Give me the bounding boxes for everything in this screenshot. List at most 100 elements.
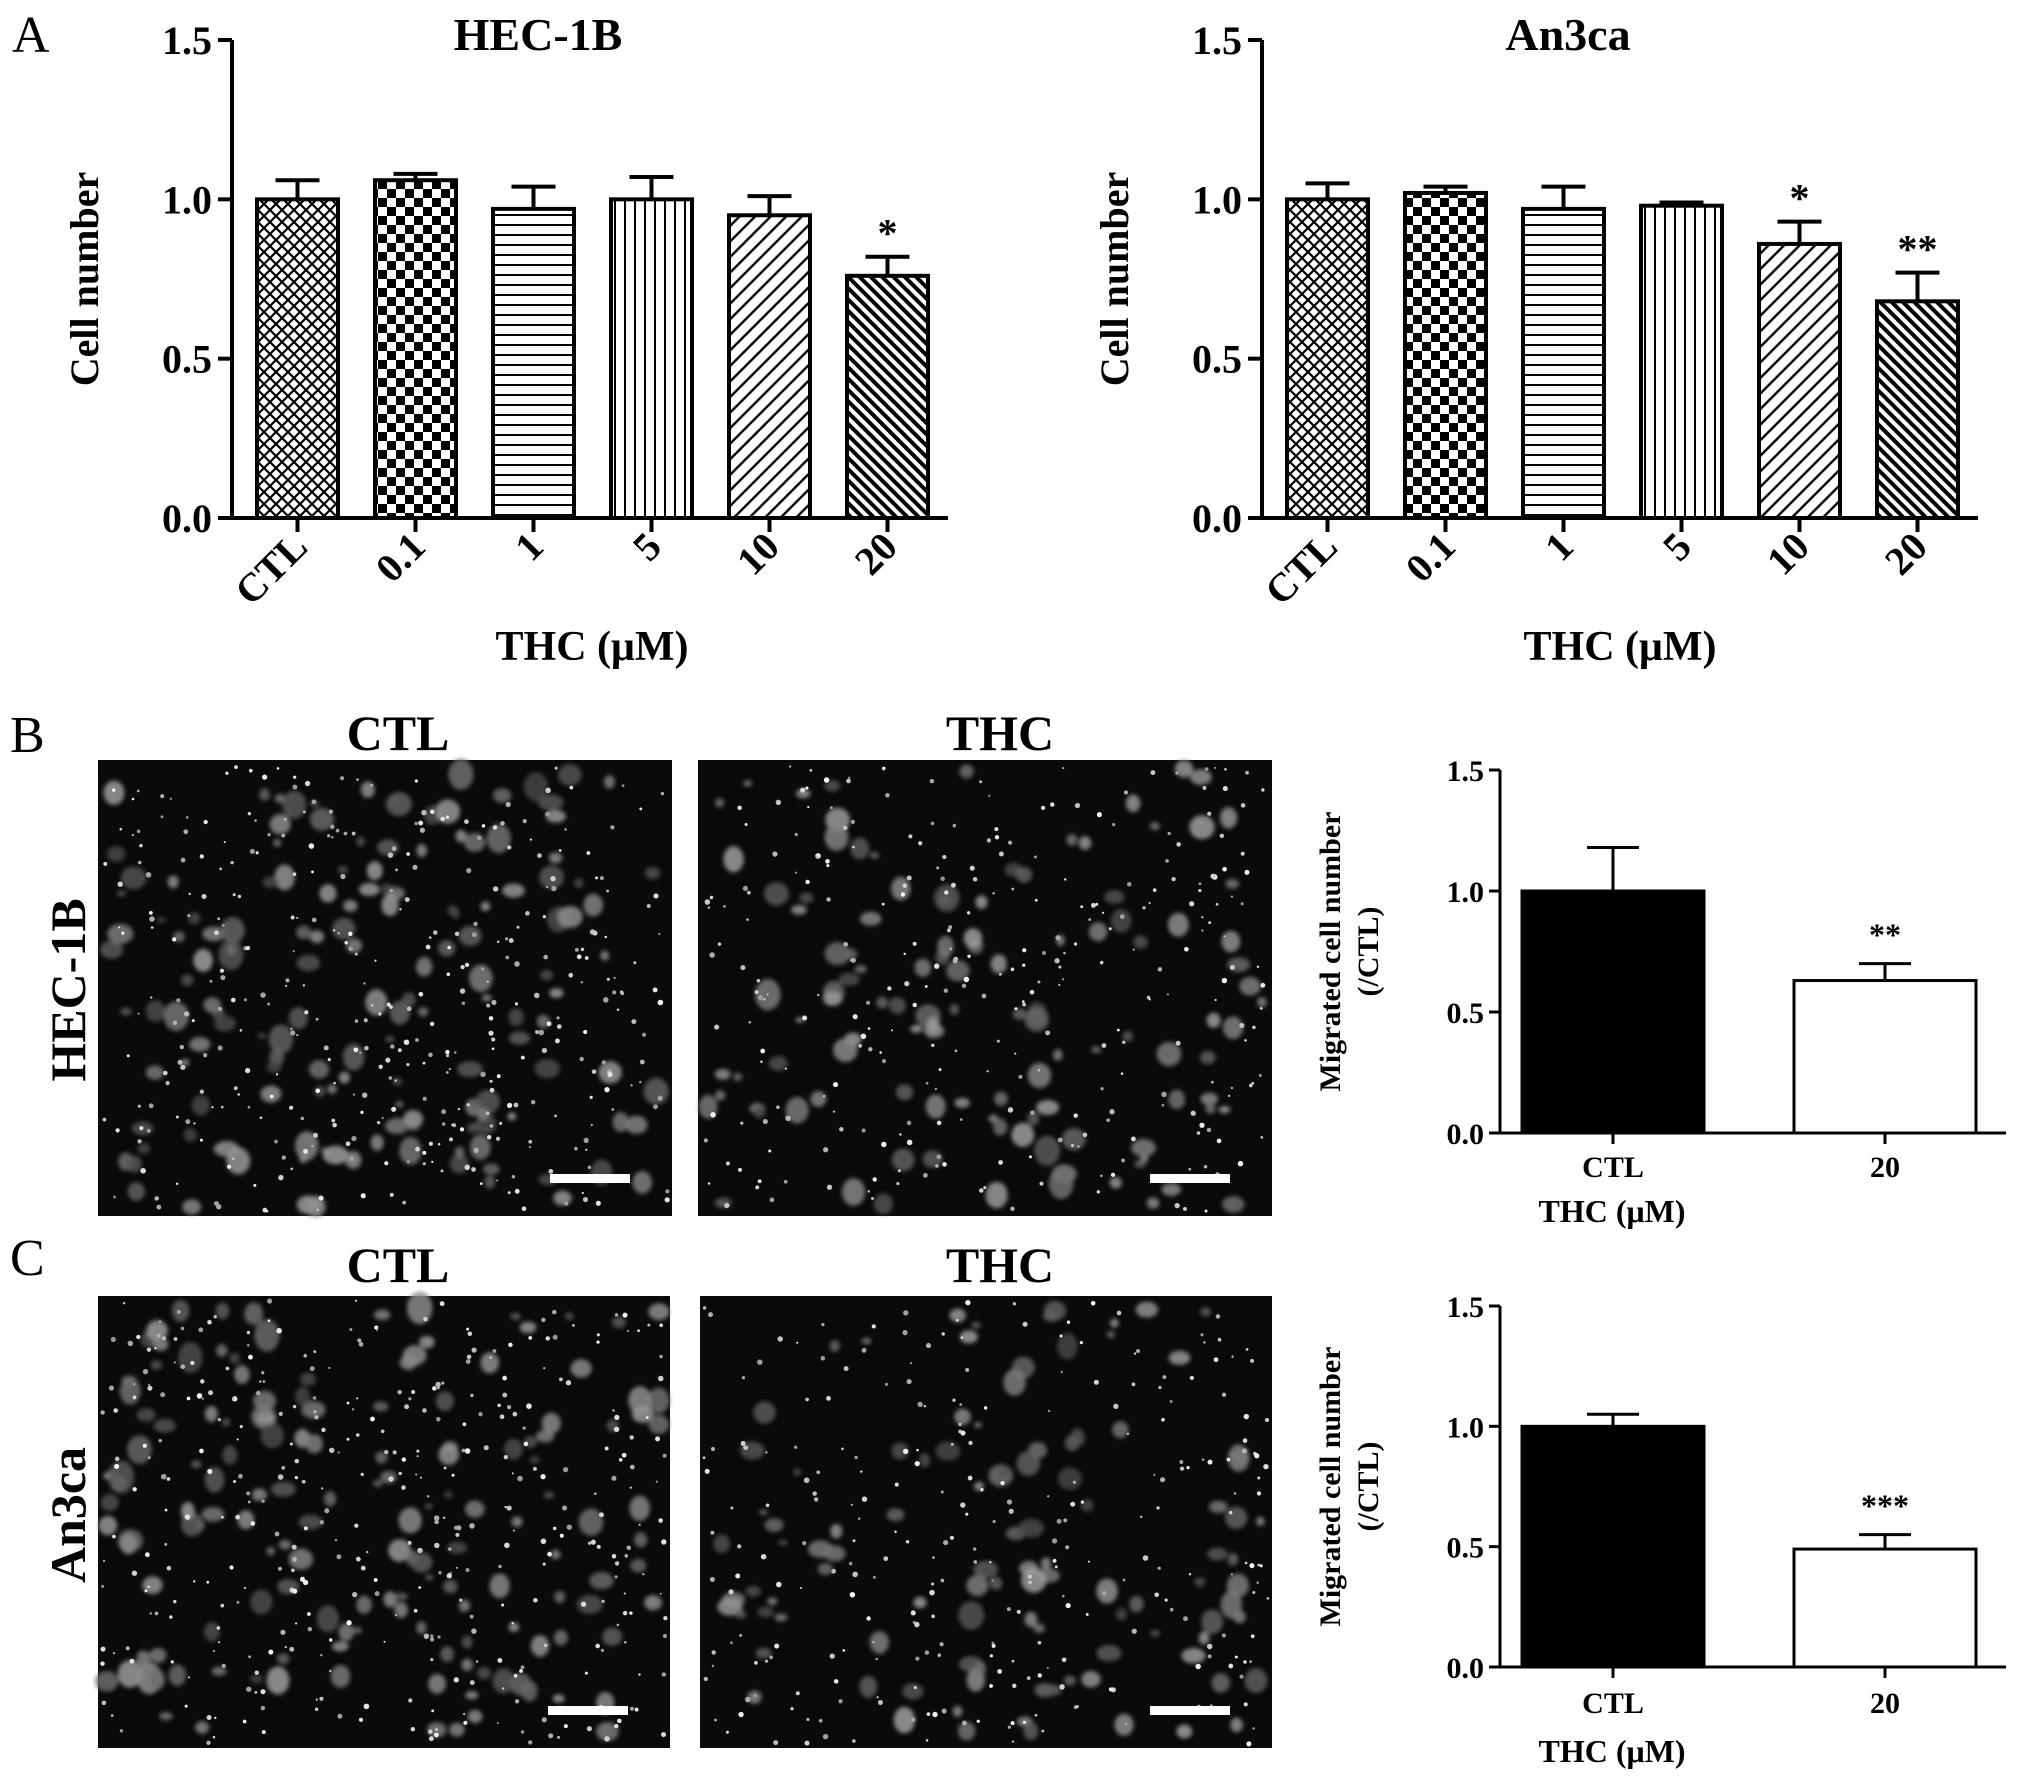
- cell-cluster: [634, 1532, 648, 1548]
- cell-dot: [522, 1426, 526, 1430]
- cell-dot: [360, 1193, 366, 1199]
- cell-cluster: [949, 1308, 966, 1323]
- cell-dot: [1161, 1417, 1165, 1422]
- cell-cluster: [767, 1597, 778, 1606]
- cell-dot: [442, 1516, 446, 1520]
- cell-cluster: [511, 1516, 523, 1528]
- cell-dot: [1195, 1663, 1201, 1670]
- cell-dot: [384, 1161, 389, 1166]
- cell-dot: [331, 1118, 336, 1123]
- cell-cluster: [1015, 866, 1033, 883]
- cell-cluster: [1256, 1516, 1265, 1526]
- cell-dot: [620, 991, 625, 996]
- cell-dot: [500, 821, 505, 826]
- cell-dot: [965, 1299, 971, 1306]
- cell-dot: [621, 1452, 627, 1458]
- cell-dot: [1142, 1555, 1149, 1561]
- cell-cluster: [274, 864, 295, 891]
- cell-cluster: [435, 799, 461, 824]
- cell-dot: [562, 1466, 569, 1473]
- cell-dot: [555, 1038, 560, 1044]
- cell-dot: [1011, 1740, 1015, 1743]
- cell-dot: [979, 1188, 984, 1193]
- cell-dot: [992, 1519, 996, 1524]
- cell-dot: [1028, 1580, 1032, 1585]
- cell-cluster: [935, 1441, 961, 1461]
- cell-cluster: [266, 1666, 290, 1695]
- significance-marker: **: [1869, 917, 1901, 953]
- cell-dot: [179, 1044, 185, 1050]
- cell-cluster-layer: [99, 758, 669, 1218]
- cell-cluster: [222, 1445, 238, 1465]
- cell-cluster: [824, 942, 851, 966]
- cell-dot: [332, 1122, 337, 1128]
- cell-dot: [1222, 1392, 1227, 1397]
- cell-dot: [542, 915, 546, 919]
- cell-dot: [937, 1653, 941, 1657]
- cell-dot: [1011, 1659, 1015, 1663]
- cell-cluster: [971, 1321, 981, 1329]
- cell-cluster: [338, 1622, 354, 1642]
- cell-dot: [998, 1160, 1003, 1165]
- cell-dot: [1109, 1109, 1115, 1115]
- cell-dot: [887, 986, 892, 991]
- cell-dot: [147, 1383, 151, 1386]
- cell-dot: [278, 1566, 282, 1571]
- cell-dot: [1063, 951, 1066, 955]
- cell-dot: [471, 1167, 476, 1172]
- cell-dot: [936, 1154, 942, 1160]
- cell-dot: [703, 1676, 708, 1682]
- cell-dot: [199, 1089, 205, 1094]
- cell-dot: [614, 1575, 618, 1579]
- cell-dot: [908, 834, 913, 839]
- cell-dot: [356, 1433, 360, 1437]
- cell-dot: [969, 865, 975, 871]
- cell-cluster: [1078, 836, 1092, 850]
- cell-dot: [979, 780, 983, 784]
- cell-cluster: [902, 1683, 924, 1700]
- cell-dot: [137, 860, 142, 865]
- cell-dot: [1101, 1043, 1107, 1048]
- cell-dot: [403, 1039, 410, 1045]
- cell-cluster: [486, 823, 511, 854]
- cell-dot: [302, 1579, 309, 1586]
- cell-dot: [357, 1338, 362, 1343]
- cell-dot: [121, 931, 125, 935]
- cell-dot: [146, 1128, 151, 1133]
- cell-dot: [612, 990, 617, 995]
- cell-cluster: [833, 1038, 858, 1062]
- cell-cluster: [993, 1118, 1008, 1136]
- cell-dot: [489, 1087, 495, 1093]
- cell-dot: [208, 1390, 214, 1396]
- cell-dot: [221, 923, 225, 927]
- cell-cluster: [403, 1110, 424, 1128]
- cell-cluster: [1208, 1500, 1228, 1514]
- cell-dot: [437, 1635, 441, 1639]
- cell-dot: [517, 1475, 523, 1482]
- cell-cluster: [438, 1444, 460, 1466]
- cell-dot: [956, 1318, 959, 1322]
- cell-dot: [161, 1336, 167, 1341]
- cell-dot: [528, 1740, 533, 1745]
- cell-dot: [260, 992, 266, 998]
- cell-dot: [434, 1519, 439, 1525]
- cell-cluster: [869, 851, 880, 859]
- cell-dot: [1006, 1607, 1011, 1612]
- cell-dot: [422, 1162, 426, 1166]
- cell-dot: [1047, 1409, 1051, 1413]
- cell-dot: [557, 1735, 560, 1739]
- cell-cluster: [465, 1691, 479, 1700]
- cell-dot: [1240, 851, 1245, 856]
- cell-cluster: [829, 1340, 840, 1352]
- cell-cluster: [484, 1175, 496, 1189]
- cell-cluster: [963, 928, 983, 948]
- cell-cluster: [1189, 815, 1215, 840]
- cell-cluster: [455, 829, 467, 843]
- cell-cluster: [1047, 1684, 1062, 1696]
- cell-dot: [708, 1312, 713, 1318]
- cell-dot: [1224, 768, 1227, 771]
- cell-dot: [586, 851, 591, 855]
- cell-dot: [785, 1115, 791, 1122]
- cell-dot: [843, 825, 848, 831]
